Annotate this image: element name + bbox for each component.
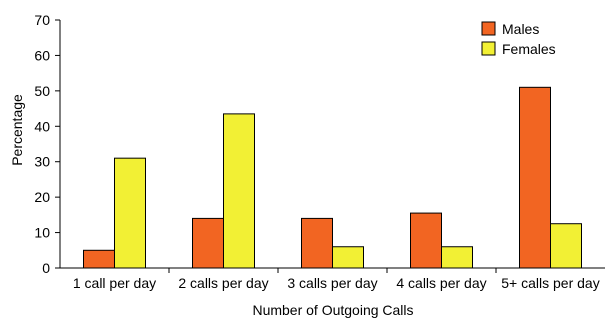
- x-tick-label: 5+ calls per day: [501, 275, 599, 291]
- bar-males-2: [192, 217, 224, 269]
- legend-label-males: Males: [502, 21, 539, 37]
- x-tick-label: 2 calls per day: [178, 275, 268, 291]
- x-axis-title: Number of Outgoing Calls: [252, 302, 413, 318]
- x-tick-label: 4 calls per day: [396, 275, 486, 291]
- y-tick-label: 40: [34, 118, 50, 134]
- x-tick-label: 3 calls per day: [287, 275, 377, 291]
- legend-label-females: Females: [502, 41, 556, 57]
- y-tick-label: 70: [34, 12, 50, 28]
- y-axis-title: Percentage: [9, 94, 25, 166]
- legend-swatch-males: [481, 21, 496, 36]
- y-tick-label: 10: [34, 225, 50, 241]
- x-tick-label: 1 call per day: [73, 275, 156, 291]
- bar-males-5: [519, 86, 551, 269]
- bar-females-2: [223, 113, 255, 269]
- y-ticks: 0 10 20 30 40 50 60 70: [34, 12, 60, 276]
- bar-females-5: [550, 223, 582, 269]
- legend: Males Females: [481, 21, 556, 57]
- y-tick-label: 30: [34, 154, 50, 170]
- y-tick-label: 50: [34, 83, 50, 99]
- y-tick-label: 60: [34, 47, 50, 63]
- bar-males-1: [83, 249, 115, 269]
- x-ticks: 1 call per day 2 calls per day 3 calls per…: [73, 268, 600, 291]
- bar-females-1: [114, 157, 146, 269]
- y-tick-label: 20: [34, 189, 50, 205]
- bar-males-3: [301, 217, 333, 269]
- bar-females-4: [441, 246, 473, 269]
- bar-males-4: [410, 212, 442, 269]
- bar-females-3: [332, 246, 364, 269]
- y-tick-label: 0: [42, 260, 50, 276]
- bars: [83, 86, 582, 269]
- legend-swatch-females: [481, 41, 496, 56]
